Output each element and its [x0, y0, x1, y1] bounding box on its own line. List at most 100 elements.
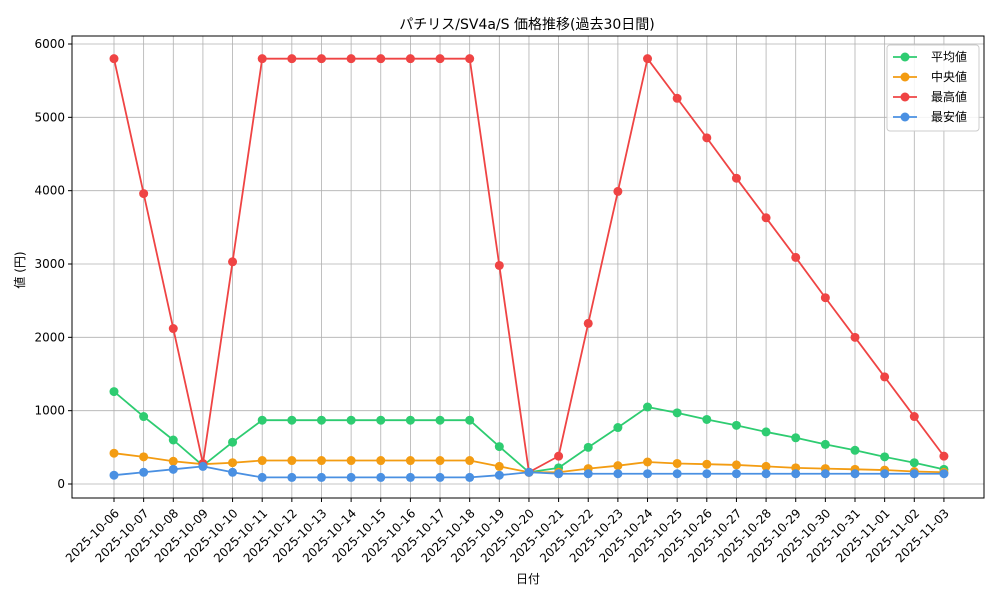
data-point — [376, 415, 386, 425]
y-tick-label: 6000 — [34, 37, 65, 51]
y-tick-label: 3000 — [34, 257, 65, 271]
series-group — [109, 54, 949, 482]
data-point — [850, 445, 860, 455]
legend-item: 中央値 — [893, 69, 967, 84]
data-point — [465, 54, 475, 64]
y-axis-label: 値 (円) — [12, 251, 27, 288]
data-point — [554, 451, 564, 461]
data-point — [316, 456, 326, 466]
data-point — [643, 457, 653, 467]
legend-item: 最安値 — [893, 109, 967, 124]
data-point — [139, 452, 149, 462]
y-tick-label: 0 — [57, 477, 65, 491]
data-point — [405, 472, 415, 482]
data-point — [731, 420, 741, 430]
data-point — [435, 415, 445, 425]
data-point — [494, 461, 504, 471]
data-point — [316, 54, 326, 64]
plot-area — [71, 35, 985, 499]
data-point — [465, 456, 475, 466]
data-point — [583, 318, 593, 328]
data-point — [435, 54, 445, 64]
data-point — [109, 470, 119, 480]
data-point — [139, 189, 149, 199]
legend-swatch-marker — [900, 112, 910, 122]
data-point — [702, 459, 712, 469]
data-point — [465, 472, 475, 482]
data-point — [643, 402, 653, 412]
data-point — [939, 469, 949, 479]
legend-label: 最高値 — [931, 89, 967, 104]
data-point — [554, 469, 564, 479]
data-point — [257, 54, 267, 64]
data-point — [316, 472, 326, 482]
data-point — [376, 54, 386, 64]
data-point — [109, 387, 119, 397]
data-point — [139, 412, 149, 422]
data-point — [109, 448, 119, 458]
data-point — [820, 469, 830, 479]
y-tick-label: 5000 — [34, 110, 65, 124]
data-point — [168, 464, 178, 474]
legend-swatch-marker — [900, 92, 910, 102]
data-point — [702, 133, 712, 143]
data-point — [494, 470, 504, 480]
y-tick-label: 2000 — [34, 330, 65, 344]
data-point — [228, 467, 238, 477]
data-point — [850, 469, 860, 479]
legend-label: 最安値 — [931, 109, 967, 124]
data-point — [791, 469, 801, 479]
data-point — [287, 415, 297, 425]
data-point — [228, 257, 238, 267]
data-point — [731, 460, 741, 470]
data-point — [405, 54, 415, 64]
data-point — [346, 415, 356, 425]
data-point — [909, 469, 919, 479]
data-point — [465, 415, 475, 425]
legend-label: 中央値 — [931, 69, 967, 84]
series-1 — [109, 448, 949, 477]
x-axis-ticks: 2025-10-062025-10-072025-10-082025-10-09… — [63, 498, 952, 565]
data-point — [880, 469, 890, 479]
data-point — [761, 213, 771, 223]
legend-swatch-marker — [900, 72, 910, 82]
data-point — [316, 415, 326, 425]
data-point — [257, 415, 267, 425]
legend-item: 最高値 — [893, 89, 967, 104]
data-point — [761, 469, 771, 479]
data-point — [494, 260, 504, 270]
data-point — [376, 456, 386, 466]
data-point — [613, 186, 623, 196]
legend-swatch-marker — [900, 52, 910, 62]
data-point — [346, 456, 356, 466]
data-point — [939, 451, 949, 461]
data-point — [850, 332, 860, 342]
data-point — [139, 467, 149, 477]
data-point — [702, 414, 712, 424]
y-axis-ticks: 0 1000 2000 3000 4000 5000 6000 — [34, 37, 72, 491]
data-point — [613, 469, 623, 479]
data-point — [435, 472, 445, 482]
data-point — [643, 469, 653, 479]
data-point — [702, 469, 712, 479]
data-point — [287, 472, 297, 482]
data-point — [168, 324, 178, 334]
data-point — [405, 456, 415, 466]
data-point — [435, 456, 445, 466]
data-point — [761, 427, 771, 437]
y-tick-label: 4000 — [34, 184, 65, 198]
data-point — [731, 469, 741, 479]
data-point — [405, 415, 415, 425]
data-point — [494, 442, 504, 452]
data-point — [672, 93, 682, 103]
data-point — [228, 458, 238, 468]
x-axis-label: 日付 — [516, 572, 540, 586]
data-point — [643, 54, 653, 64]
data-point — [672, 408, 682, 418]
data-point — [109, 54, 119, 64]
data-point — [287, 54, 297, 64]
y-tick-label: 1000 — [34, 404, 65, 418]
